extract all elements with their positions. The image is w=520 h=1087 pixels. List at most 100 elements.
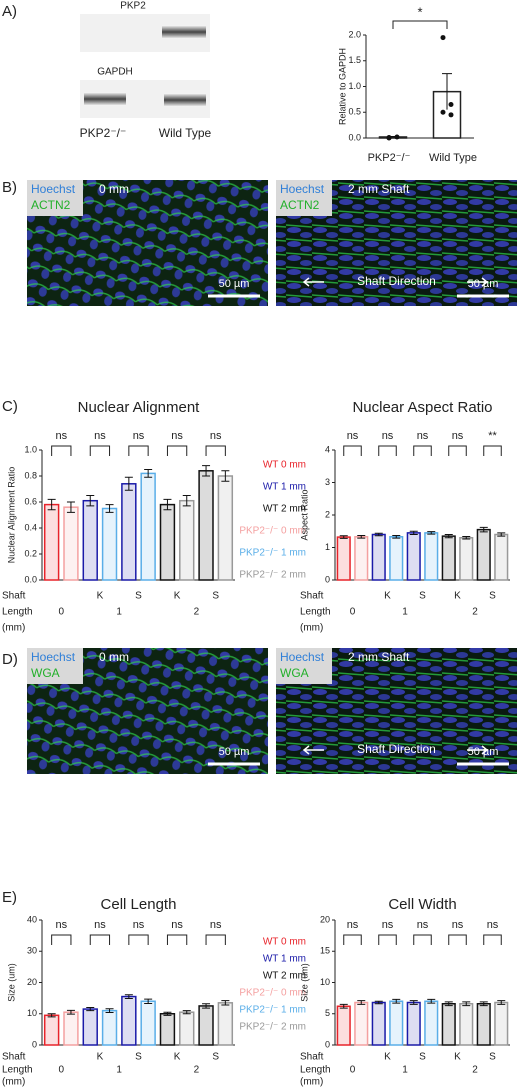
significance-label: ns [382,919,394,931]
bar [217,1002,234,1046]
bar [82,1008,98,1046]
x-axis-label: Length [300,607,331,618]
group-label: 1 [116,607,122,618]
significance-label: ns [487,919,499,931]
error-bar [221,1000,230,1006]
x-tick-label: K [97,591,104,602]
legend-entry: WT 2 mm [263,971,306,982]
lane-label: PKP2⁻/⁻ [80,126,127,140]
chart-title: Nuclear Aspect Ratio [352,399,492,416]
x-axis-label: (mm) [2,1077,25,1087]
significance-bracket [89,445,111,456]
legend-entry: PKP2⁻/⁻ 0 mm [239,526,306,537]
bar [441,1003,456,1046]
legend-entry: WT 2 mm [263,504,306,515]
significance-bracket [483,934,502,945]
bar [424,532,439,581]
condition-label: 2 mm Shaft [348,650,410,664]
bar [179,499,195,581]
y-tick-label: 0 [325,1039,330,1049]
bar [101,1009,118,1046]
scale-label: 50 µm [468,746,499,758]
y-axis-label: Nuclear Alignment Ratio [6,467,16,564]
bar [63,506,79,581]
significance-label: ns [210,430,222,442]
x-axis-label: Length [2,1065,33,1076]
panel-label: D) [2,651,18,668]
condition-label: 0 mm [99,182,129,196]
significance-label: ns [347,919,359,931]
direction-arrow [302,745,324,755]
bar [336,1005,351,1046]
error-bar [182,495,191,507]
direction-label: Shaft Direction [357,742,436,756]
error-bar [182,1010,191,1015]
x-axis-label: (mm) [300,1077,323,1087]
y-axis-label: Relative to GAPDH [337,48,347,125]
bar [43,503,60,581]
blot-label: PKP2 [120,1,146,12]
significance-bracket [89,934,111,945]
y-tick-label: 20 [320,914,330,924]
y-tick-label: 1.5 [348,55,361,65]
panel-label: C) [2,398,18,415]
bar [459,1003,474,1046]
error-bar [357,534,366,539]
stain-label: Hoechst [280,182,325,196]
group-label: 1 [116,1065,122,1076]
group-label: 0 [350,607,356,618]
error-bar [409,530,418,535]
group-label: 0 [59,1065,65,1076]
bar [476,1003,491,1046]
significance-label: ns [171,430,183,442]
y-tick-label: 0.8 [24,470,37,480]
significance-bracket [205,934,226,945]
error-bar [444,534,453,539]
bar [389,536,404,581]
blot-band [164,93,206,107]
scale-label: 50 µm [219,278,250,290]
significance-label: ns [94,919,106,931]
error-bar [144,469,153,478]
significance-bracket [343,445,362,456]
significance-bracket [483,445,502,456]
x-tick-label: S [489,1052,496,1063]
bar [198,1005,214,1046]
x-tick-label: S [135,591,142,602]
error-bar [427,531,436,535]
bar [121,483,137,581]
significance-label: ns [133,430,145,442]
y-tick-label: 0.4 [24,522,37,532]
bar [43,1014,60,1046]
data-point [448,112,454,118]
direction-arrow [467,745,489,755]
significance-bracket [205,445,226,456]
bar [63,1011,79,1046]
significance-label: ns [452,430,464,442]
error-bar [392,534,401,539]
x-axis-label: Shaft [300,1052,324,1063]
significance-bracket [378,934,397,945]
group-label: 1 [402,607,408,618]
legend-entry: WT 1 mm [263,954,306,965]
error-bar [374,532,383,537]
y-tick-label: 2.0 [348,29,361,39]
error-bar [221,470,230,482]
significance-bracket [128,934,149,945]
legend-entry: PKP2⁻/⁻ 1 mm [239,1005,306,1016]
y-axis-label: Size (um) [6,963,16,1002]
stain-label: ACTN2 [280,198,320,212]
legend-entry: WT 0 mm [263,460,306,471]
error-bar [163,498,172,511]
x-tick-label: K [454,591,461,602]
data-point [440,35,446,41]
data-point [440,109,446,115]
stain-label: Hoechst [31,650,76,664]
significance-label: * [417,4,422,19]
y-tick-label: 0 [32,1039,37,1049]
error-bar [202,465,211,477]
data-point [394,134,400,140]
bar [459,537,474,581]
bar [101,507,118,581]
